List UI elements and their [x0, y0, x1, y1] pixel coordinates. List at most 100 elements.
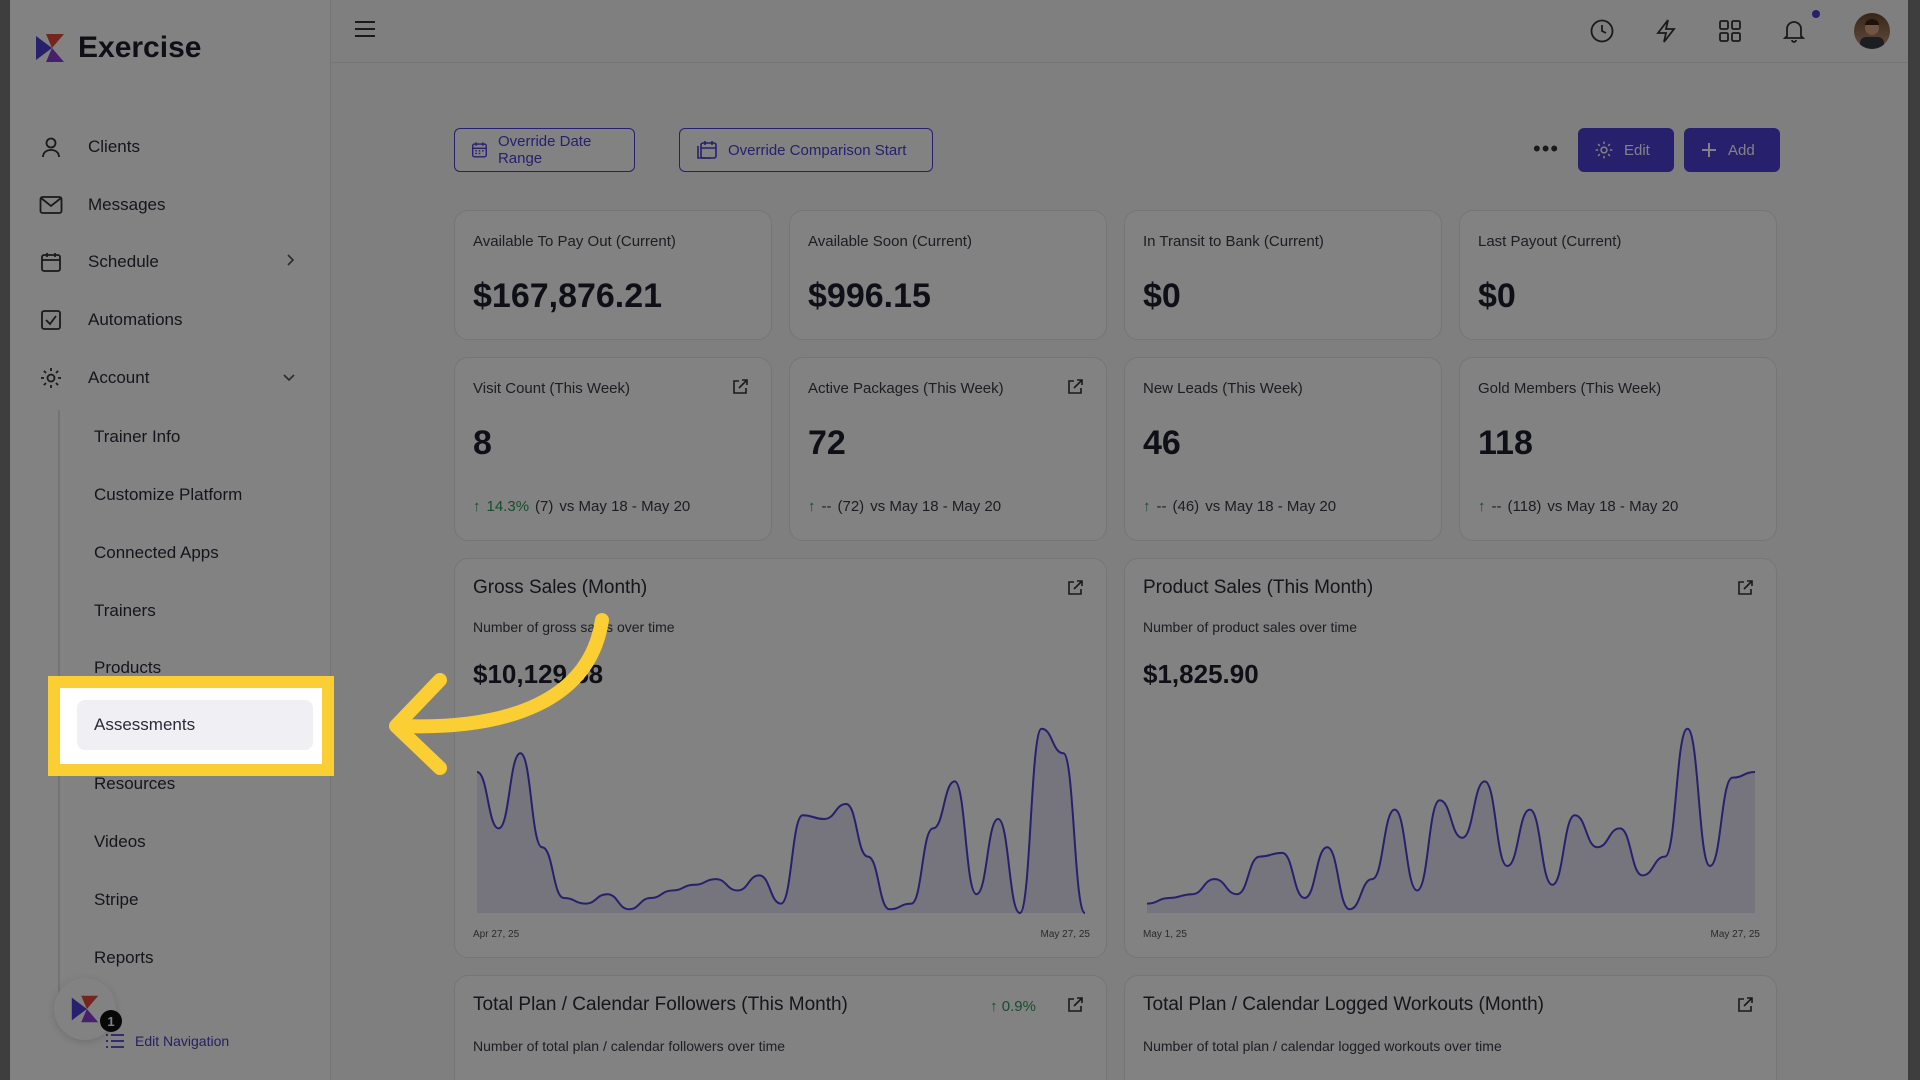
stat-label: New Leads (This Week) [1143, 380, 1303, 397]
sidebar-subitem-connected-apps[interactable]: Connected Apps [94, 543, 219, 562]
calendar-icon [472, 142, 487, 158]
override-date-range-label: Override Date Range [497, 133, 592, 167]
trend-row: ↑ -- (72) vs May 18 - May 20 [808, 498, 1001, 515]
sidebar-item-clients[interactable]: Clients [38, 125, 308, 169]
x-axis-start-label: Apr 27, 25 [473, 929, 520, 940]
edit-button[interactable]: Edit [1578, 128, 1674, 172]
add-label: Add [1728, 141, 1755, 159]
external-link-icon[interactable] [1736, 579, 1754, 602]
external-link-icon[interactable] [1066, 378, 1084, 401]
card-plan-followers: Total Plan / Calendar Followers (This Mo… [454, 975, 1107, 1080]
brand[interactable]: Exercise [32, 30, 201, 66]
stat-label: Active Packages (This Week) [808, 380, 1004, 397]
sidebar: Exercise Clients Messages Schedule [10, 0, 331, 1080]
chevron-right-icon [284, 252, 296, 272]
sidebar-subitem-stripe[interactable]: Stripe [94, 890, 139, 909]
stat-value: 8 [473, 424, 492, 462]
highlight-spotlight: Assessments [60, 688, 322, 764]
card-title: Total Plan / Calendar Followers (This Mo… [473, 994, 848, 1015]
override-comparison-start-label: Override Comparison Start [728, 141, 907, 159]
stat-card-new-leads: New Leads (This Week) 46 ↑ -- (46) vs Ma… [1124, 357, 1442, 541]
stat-value: $167,876.21 [473, 277, 663, 315]
trend-previous: (7) [535, 498, 554, 515]
sidebar-subitem-videos[interactable]: Videos [94, 832, 146, 851]
sidebar-subitem-assessments-highlighted[interactable]: Assessments [77, 700, 313, 750]
stat-value: $0 [1143, 277, 1181, 315]
calendar-range-icon [697, 141, 717, 159]
mail-icon [38, 192, 64, 218]
arrow-up-icon: ↑ [1478, 498, 1486, 515]
sidebar-subitem-customize-platform[interactable]: Customize Platform [94, 485, 243, 504]
external-link-icon[interactable] [1066, 579, 1084, 602]
trend-compare: vs May 18 - May 20 [559, 498, 691, 515]
trend-previous: (72) [837, 498, 865, 515]
sidebar-item-label: Clients [88, 137, 140, 156]
tutorial-arrow-icon [389, 613, 609, 775]
arrow-up-icon: ↑ [473, 498, 481, 515]
arrow-up-icon: ↑ [808, 498, 816, 515]
chart-subtitle: Number of product sales over time [1143, 619, 1357, 635]
tutorial-highlight-box [48, 676, 334, 776]
external-link-icon[interactable] [731, 378, 749, 401]
trend-previous: (118) [1507, 498, 1542, 515]
bell-icon[interactable] [1780, 17, 1808, 45]
user-avatar[interactable] [1854, 13, 1890, 49]
sidebar-subitem-resources[interactable]: Resources [94, 774, 176, 793]
logo-icon [36, 34, 64, 62]
product-sales-chart [1146, 727, 1756, 913]
brand-name: Exercise [78, 31, 202, 64]
x-axis-end-label: May 27, 25 [1040, 929, 1090, 940]
x-axis-end-label: May 27, 25 [1710, 929, 1760, 940]
sidebar-item-schedule[interactable]: Schedule [38, 240, 308, 284]
more-options-icon[interactable]: ••• [1533, 136, 1560, 161]
card-subtitle: Number of total plan / calendar follower… [473, 1038, 786, 1054]
sidebar-subitem-products[interactable]: Products [94, 658, 162, 677]
sidebar-item-messages[interactable]: Messages [38, 183, 308, 227]
trend-percent: ↑ 0.9% [990, 998, 1036, 1015]
stat-card-active-packages: Active Packages (This Week) 72 ↑ -- (72)… [789, 357, 1107, 541]
edit-navigation-link[interactable]: Edit Navigation [105, 1032, 229, 1050]
sidebar-subitem-trainers[interactable]: Trainers [94, 601, 156, 620]
trend-compare: vs May 18 - May 20 [870, 498, 1002, 515]
sidebar-subitem-trainer-info[interactable]: Trainer Info [94, 427, 181, 446]
trend-percent: 14.3% [486, 498, 530, 515]
card-subtitle: Number of total plan / calendar logged w… [1143, 1038, 1502, 1054]
lightning-icon[interactable] [1652, 17, 1680, 45]
x-axis-start-label: May 1, 25 [1143, 929, 1187, 940]
sidebar-item-label: Schedule [88, 252, 159, 271]
trend-row: ↑ -- (118) vs May 18 - May 20 [1478, 498, 1678, 515]
app-window: Exercise Clients Messages Schedule [10, 0, 1908, 1080]
notification-count-badge: 1 [100, 1010, 122, 1032]
gross-sales-chart [476, 727, 1086, 915]
override-date-range-button[interactable]: Override Date Range [454, 128, 635, 172]
plus-icon [1702, 143, 1716, 157]
logo-icon [71, 995, 99, 1023]
calendar-icon [38, 249, 64, 275]
apps-grid-icon[interactable] [1716, 17, 1744, 45]
add-button[interactable]: Add [1684, 128, 1780, 172]
stat-label: In Transit to Bank (Current) [1143, 233, 1324, 250]
hamburger-menu-icon[interactable] [353, 18, 377, 45]
top-bar [331, 0, 1908, 63]
card-plan-logged-workouts: Total Plan / Calendar Logged Workouts (M… [1124, 975, 1777, 1080]
stat-card-available-soon: Available Soon (Current) $996.15 [789, 210, 1107, 340]
stat-value: 72 [808, 424, 846, 462]
sidebar-item-automations[interactable]: Automations [38, 298, 308, 342]
edit-navigation-label: Edit Navigation [135, 1033, 230, 1049]
checkbox-icon [38, 307, 64, 333]
chart-title: Gross Sales (Month) [473, 577, 648, 598]
external-link-icon[interactable] [1066, 996, 1084, 1019]
list-icon [106, 1034, 124, 1048]
chart-title: Product Sales (This Month) [1143, 577, 1374, 598]
trend-row: ↑ -- (46) vs May 18 - May 20 [1143, 498, 1336, 515]
trend-percent: -- [821, 498, 832, 515]
history-clock-icon[interactable] [1588, 17, 1616, 45]
chart-subtitle: Number of gross sales over time [473, 619, 675, 635]
override-comparison-start-button[interactable]: Override Comparison Start [679, 128, 933, 172]
sidebar-subitem-reports[interactable]: Reports [94, 948, 154, 967]
sidebar-item-account[interactable]: Account [38, 356, 308, 400]
stat-value: 118 [1478, 424, 1533, 462]
user-icon [38, 134, 64, 160]
stat-card-last-payout: Last Payout (Current) $0 [1459, 210, 1777, 340]
external-link-icon[interactable] [1736, 996, 1754, 1019]
